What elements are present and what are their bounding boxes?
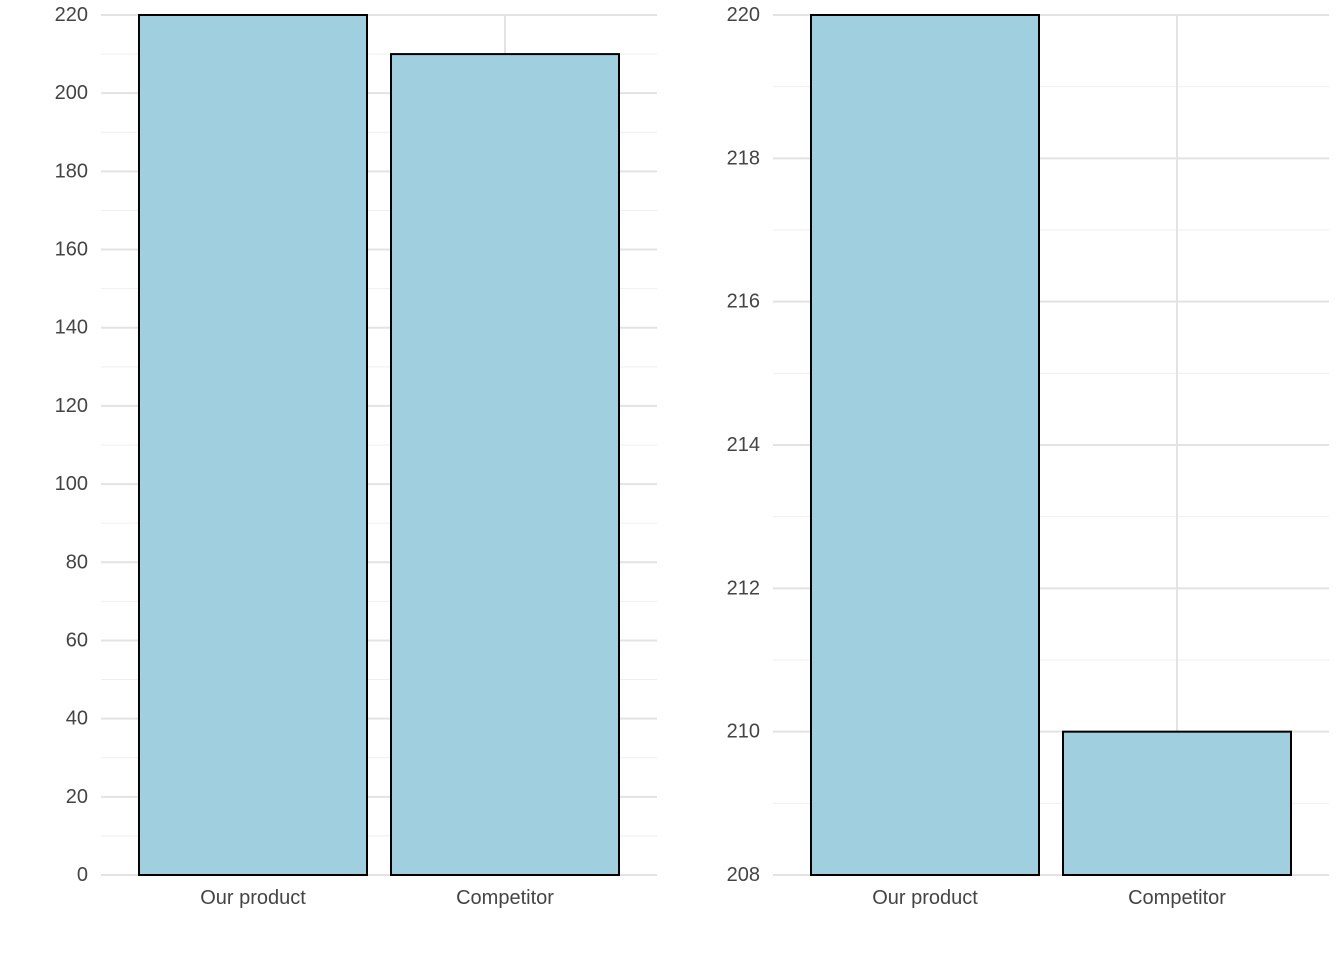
y-tick-label: 100 bbox=[55, 473, 88, 495]
y-tick-label: 216 bbox=[727, 291, 760, 313]
bar-our-product bbox=[810, 14, 1040, 876]
y-tick-label: 60 bbox=[66, 629, 88, 651]
y-tick-label: 214 bbox=[727, 434, 760, 456]
y-tick-label: 210 bbox=[727, 721, 760, 743]
x-tick-label: Competitor bbox=[456, 887, 554, 909]
bar-competitor bbox=[1062, 730, 1292, 877]
y-tick-label: 218 bbox=[727, 147, 760, 169]
y-tick-label: 120 bbox=[55, 395, 88, 417]
y-tick-label: 200 bbox=[55, 82, 88, 104]
bar-competitor bbox=[390, 53, 620, 877]
y-tick-label: 0 bbox=[77, 864, 88, 886]
y-tick-label: 160 bbox=[55, 239, 88, 261]
y-tick-label: 140 bbox=[55, 317, 88, 339]
chart-panel-left: 0 20 40 60 80 100 120 140 160 180 200 220 Our produc… bbox=[55, 4, 657, 909]
x-tick-label: Our product bbox=[872, 887, 978, 909]
y-tick-label: 212 bbox=[727, 577, 760, 599]
x-tick-label: Our product bbox=[200, 887, 306, 909]
y-tick-label: 80 bbox=[66, 551, 88, 573]
y-tick-label: 208 bbox=[727, 864, 760, 886]
y-tick-label: 180 bbox=[55, 160, 88, 182]
x-tick-label: Competitor bbox=[1128, 887, 1226, 909]
y-tick-label: 20 bbox=[66, 786, 88, 808]
bar-our-product bbox=[138, 14, 368, 876]
y-tick-label: 40 bbox=[66, 708, 88, 730]
y-tick-label: 220 bbox=[727, 4, 760, 26]
y-tick-label: 220 bbox=[55, 4, 88, 26]
chart-panel-right: 208 210 212 214 216 218 220 Our product Competit… bbox=[727, 4, 1329, 909]
